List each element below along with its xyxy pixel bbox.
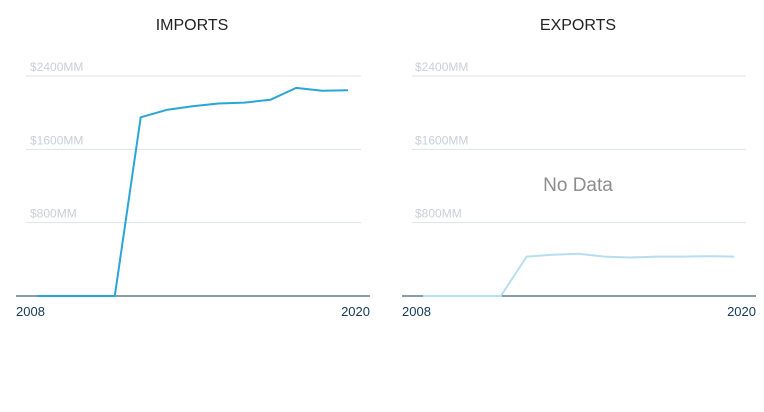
exports-y-tick-label: $800MM bbox=[415, 207, 462, 221]
exports-no-data-message: No Data bbox=[543, 175, 613, 196]
imports-x-tick-label-start: 2008 bbox=[16, 304, 45, 319]
imports-x-tick-label-end: 2020 bbox=[341, 304, 370, 319]
exports-x-tick-label-start: 2008 bbox=[402, 304, 431, 319]
imports-y-tick-label: $800MM bbox=[30, 207, 77, 221]
exports-y-tick-label: $2400MM bbox=[415, 60, 468, 74]
exports-y-tick-label: $1600MM bbox=[415, 133, 468, 147]
imports-y-tick-label: $1600MM bbox=[30, 133, 83, 147]
exports-series-line bbox=[423, 252, 735, 297]
imports-y-tick-label: $2400MM bbox=[30, 60, 83, 74]
exports-chart-title: EXPORTS bbox=[540, 17, 616, 34]
imports-series-line bbox=[37, 86, 349, 297]
exports-x-tick-label-end: 2020 bbox=[727, 304, 756, 319]
imports-chart-title: IMPORTS bbox=[156, 17, 229, 34]
